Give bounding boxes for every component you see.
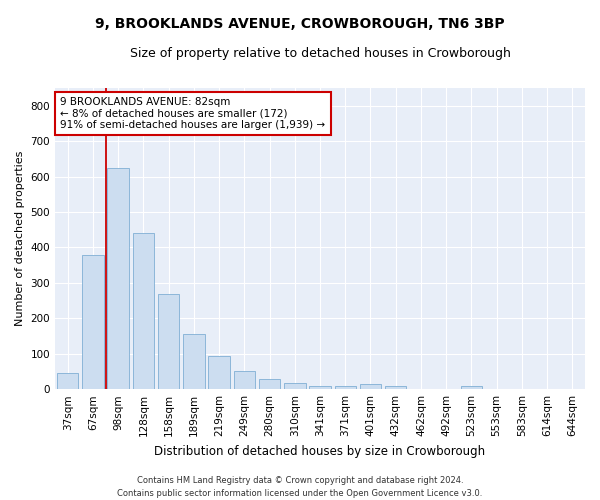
Bar	[284, 383, 305, 389]
Bar	[335, 386, 356, 389]
Y-axis label: Number of detached properties: Number of detached properties	[15, 151, 25, 326]
Bar	[309, 386, 331, 389]
Bar	[133, 234, 154, 389]
X-axis label: Distribution of detached houses by size in Crowborough: Distribution of detached houses by size …	[154, 444, 485, 458]
Bar	[259, 380, 280, 389]
Text: 9, BROOKLANDS AVENUE, CROWBOROUGH, TN6 3BP: 9, BROOKLANDS AVENUE, CROWBOROUGH, TN6 3…	[95, 18, 505, 32]
Bar	[360, 384, 381, 389]
Text: Contains HM Land Registry data © Crown copyright and database right 2024.
Contai: Contains HM Land Registry data © Crown c…	[118, 476, 482, 498]
Text: 9 BROOKLANDS AVENUE: 82sqm
← 8% of detached houses are smaller (172)
91% of semi: 9 BROOKLANDS AVENUE: 82sqm ← 8% of detac…	[61, 97, 325, 130]
Title: Size of property relative to detached houses in Crowborough: Size of property relative to detached ho…	[130, 48, 511, 60]
Bar	[158, 294, 179, 389]
Bar	[385, 386, 406, 389]
Bar	[208, 356, 230, 389]
Bar	[57, 373, 79, 389]
Bar	[82, 254, 104, 389]
Bar	[107, 168, 129, 389]
Bar	[461, 386, 482, 389]
Bar	[183, 334, 205, 389]
Bar	[233, 371, 255, 389]
